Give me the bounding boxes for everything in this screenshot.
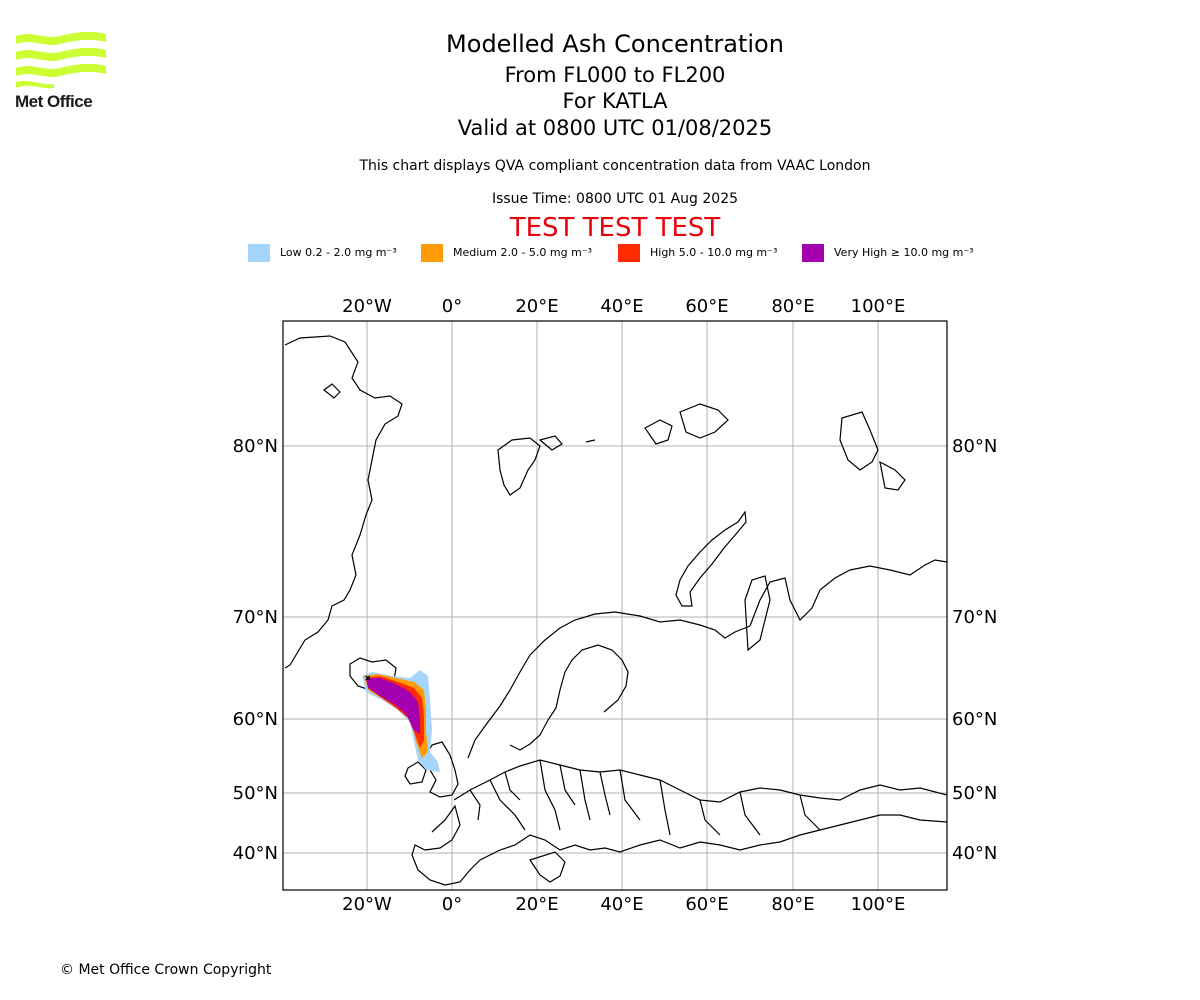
logo-text: Met Office [15, 92, 93, 111]
lon-label-top: 40°E [600, 296, 643, 317]
test-banner: TEST TEST TEST [509, 213, 721, 243]
lon-label-top: 60°E [685, 296, 728, 317]
met-office-logo [16, 31, 106, 89]
legend-label-medium: Medium 2.0 - 5.0 mg m⁻³ [453, 246, 593, 259]
lon-label-bottom: 20°W [342, 894, 392, 915]
lat-label-left: 60°N [233, 709, 278, 730]
coastlines [284, 335, 947, 886]
lon-label-bottom: 20°E [515, 894, 558, 915]
chart-title: Modelled Ash Concentration [446, 30, 784, 58]
volcano-name: For KATLA [562, 89, 668, 113]
lon-label-bottom: 60°E [685, 894, 728, 915]
valid-time: Valid at 0800 UTC 01/08/2025 [457, 116, 773, 140]
gridlines [283, 321, 947, 890]
lat-label-right: 40°N [952, 843, 997, 864]
plume-very-high [366, 678, 420, 734]
lat-label-right: 60°N [952, 709, 997, 730]
legend-swatch-high [618, 244, 640, 262]
lon-label-bottom: 80°E [771, 894, 814, 915]
legend-swatch-low [248, 244, 270, 262]
issue-time: Issue Time: 0800 UTC 01 Aug 2025 [491, 191, 739, 207]
legend-label-very-high: Very High ≥ 10.0 mg m⁻³ [834, 246, 974, 259]
legend-label-high: High 5.0 - 10.0 mg m⁻³ [650, 246, 778, 259]
volcano-marker [365, 675, 371, 681]
lat-label-right: 50°N [952, 783, 997, 804]
lon-label-top: 100°E [851, 296, 906, 317]
map-frame [282, 320, 948, 891]
lon-label-top: 20°W [342, 296, 392, 317]
flight-levels: From FL000 to FL200 [504, 63, 726, 87]
lat-label-left: 70°N [233, 607, 278, 628]
lon-label-top: 20°E [515, 296, 558, 317]
lat-label-right: 70°N [952, 607, 997, 628]
lat-label-left: 40°N [233, 843, 278, 864]
legend-swatch-medium [421, 244, 443, 262]
copyright: © Met Office Crown Copyright [60, 962, 272, 978]
lat-label-left: 50°N [233, 783, 278, 804]
lon-label-bottom: 100°E [851, 894, 906, 915]
lat-label-right: 80°N [952, 436, 997, 457]
lon-label-bottom: 0° [442, 894, 462, 915]
lon-label-top: 80°E [771, 296, 814, 317]
lat-label-left: 80°N [233, 436, 278, 457]
legend-label-low: Low 0.2 - 2.0 mg m⁻³ [280, 246, 397, 259]
compliance-note: This chart displays QVA compliant concen… [359, 158, 871, 174]
lon-label-top: 0° [442, 296, 462, 317]
ash-plume [362, 670, 440, 772]
legend-swatch-very-high [802, 244, 824, 262]
lon-label-bottom: 40°E [600, 894, 643, 915]
map-area [283, 321, 947, 890]
